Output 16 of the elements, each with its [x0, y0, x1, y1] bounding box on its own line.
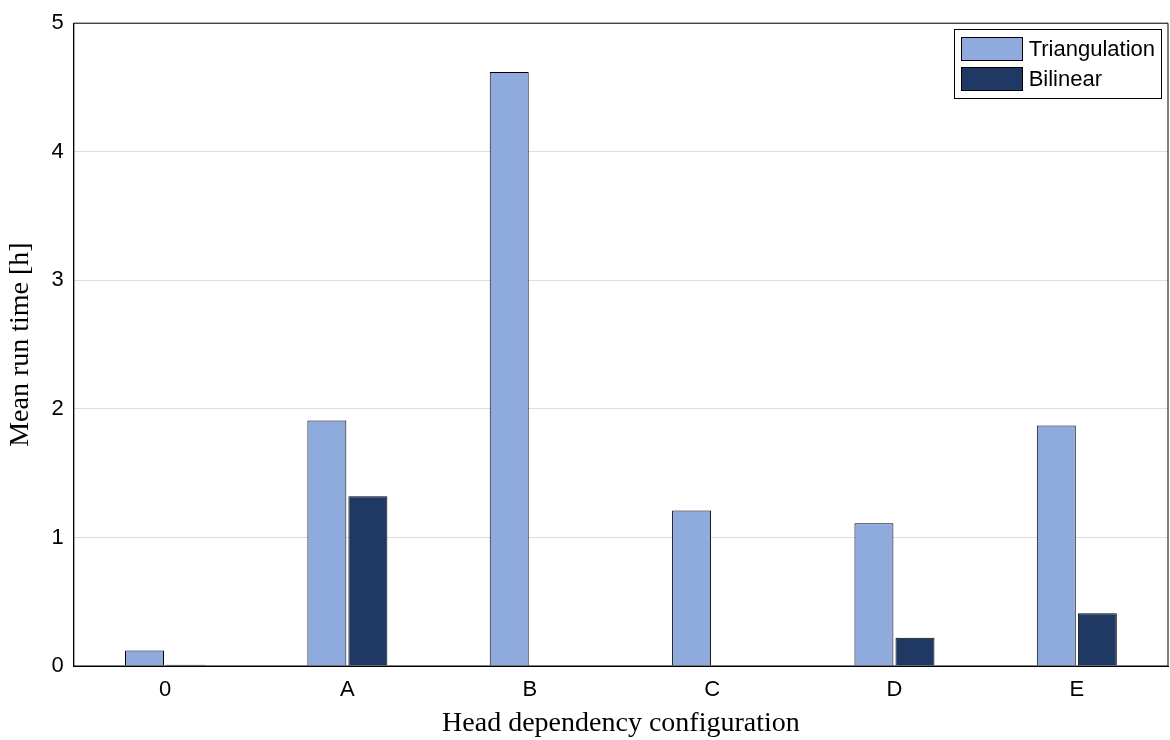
legend-label: Bilinear	[1028, 66, 1102, 93]
x-tick-label: A	[340, 676, 356, 702]
y-tick-label: 1	[51, 523, 64, 549]
x-tick-label: C	[704, 676, 721, 702]
x-tick-label: D	[886, 676, 903, 702]
y-tick-label: 2	[51, 394, 64, 420]
y-tick-label: 0	[51, 652, 64, 678]
y-axis-title: Mean run time [h]	[3, 242, 35, 447]
x-axis-title: Head dependency configuration	[442, 705, 800, 737]
y-tick-label: 5	[51, 9, 64, 35]
x-tick-label: E	[1069, 676, 1085, 702]
x-tick-label: 0	[158, 676, 172, 702]
legend-label: Triangulation	[1028, 36, 1155, 63]
y-tick-label: 4	[51, 137, 64, 163]
y-tick-label: 3	[51, 266, 64, 292]
x-tick-label: B	[522, 676, 538, 702]
